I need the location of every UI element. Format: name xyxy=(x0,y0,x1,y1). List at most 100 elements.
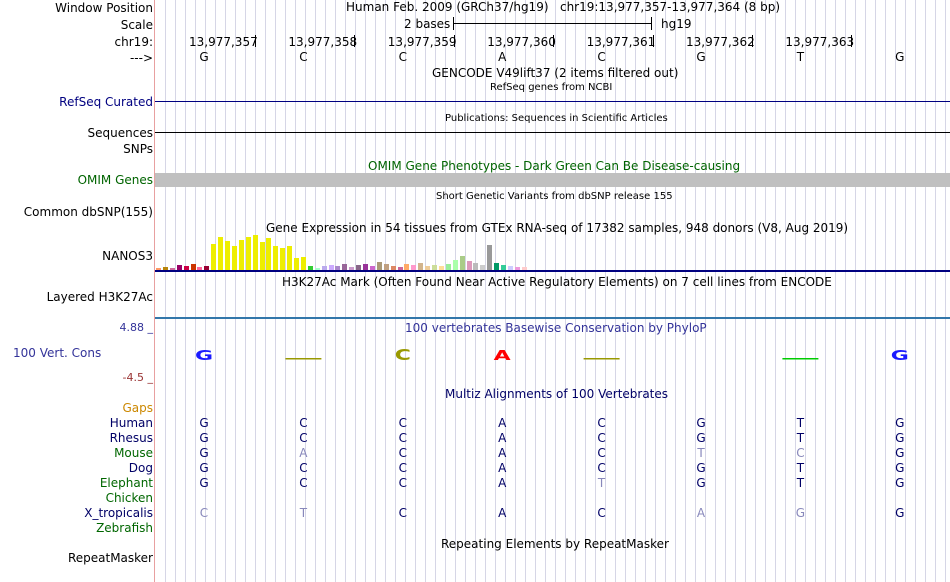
h3k27ac-label[interactable]: Layered H3K27Ac xyxy=(46,290,153,304)
sequences-label[interactable]: Sequences xyxy=(87,126,153,140)
species-label[interactable]: Dog xyxy=(128,461,153,475)
gtex-tissue-bar[interactable] xyxy=(176,265,182,270)
species-label[interactable]: Zebrafish xyxy=(96,521,153,535)
gtex-tissue-bar[interactable] xyxy=(294,258,299,270)
gtex-tissue-bar[interactable] xyxy=(321,266,327,270)
gtex-tissue-bar[interactable] xyxy=(459,256,465,270)
gtex-tissue-bar[interactable] xyxy=(273,246,279,270)
dbsnp-title[interactable]: Short Genetic Variants from dbSNP releas… xyxy=(436,191,673,202)
gtex-tissue-bar[interactable] xyxy=(507,266,513,270)
gtex-tissue-bar[interactable] xyxy=(266,238,272,270)
gtex-tissue-bar[interactable] xyxy=(328,265,334,270)
grid-line xyxy=(255,0,256,582)
gtex-tissue-bar[interactable] xyxy=(480,265,486,270)
gtex-tissue-bar[interactable] xyxy=(190,264,196,270)
gtex-tissue-bar[interactable] xyxy=(376,262,382,270)
gtex-tissue-bar[interactable] xyxy=(397,267,403,270)
gtex-tissue-bar[interactable] xyxy=(445,264,451,270)
gtex-tissue-bar[interactable] xyxy=(162,267,168,270)
gencode-title[interactable]: GENCODE V49lift37 (2 items filtered out) xyxy=(432,66,679,80)
dbsnp-label[interactable]: Common dbSNP(155) xyxy=(23,205,153,219)
gtex-tissue-bar[interactable] xyxy=(335,266,341,270)
gtex-tissue-bar[interactable] xyxy=(238,240,244,270)
gtex-tissue-bar[interactable] xyxy=(404,264,410,270)
species-label[interactable]: Human xyxy=(109,416,153,430)
snps-label[interactable]: SNPs xyxy=(123,142,153,156)
alignment-base: G xyxy=(895,416,905,430)
gtex-tissue-bar[interactable] xyxy=(369,266,375,270)
refseq-label[interactable]: RefSeq Curated xyxy=(59,95,153,109)
gtex-tissue-bar[interactable] xyxy=(349,267,355,270)
gtex-tissue-bar[interactable] xyxy=(425,266,431,270)
gtex-tissue-bar[interactable] xyxy=(363,264,368,270)
omim-title[interactable]: OMIM Gene Phenotypes - Dark Green Can Be… xyxy=(368,159,741,173)
alignment-base: G xyxy=(895,476,905,490)
species-label[interactable]: Rhesus xyxy=(109,431,153,445)
gtex-tissue-bar[interactable] xyxy=(245,237,251,270)
omim-label[interactable]: OMIM Genes xyxy=(77,173,153,187)
gtex-tissue-bar[interactable] xyxy=(231,246,237,270)
gtex-tissue-bar[interactable] xyxy=(466,261,472,270)
gtex-tissue-bar[interactable] xyxy=(156,268,161,270)
phylop-title[interactable]: 100 vertebrates Basewise Conservation by… xyxy=(405,321,707,335)
gtex-tissue-bar[interactable] xyxy=(452,260,458,270)
gtex-tissue-bar[interactable] xyxy=(501,265,506,270)
gtex-tissue-bar[interactable] xyxy=(300,257,306,270)
gtex-tissue-bar[interactable] xyxy=(356,265,362,270)
ruler-coordinate: 13,977,362 xyxy=(686,35,755,49)
alignment-base: T xyxy=(597,476,606,490)
species-label[interactable]: Chicken xyxy=(105,491,153,505)
gtex-tissue-bar[interactable] xyxy=(342,264,348,270)
gaps-label[interactable]: Gaps xyxy=(122,401,153,415)
gtex-tissue-bar[interactable] xyxy=(259,242,265,270)
repeatmasker-title[interactable]: Repeating Elements by RepeatMasker xyxy=(441,537,669,551)
gtex-tissue-bar[interactable] xyxy=(169,268,175,270)
gtex-tissue-bar[interactable] xyxy=(252,235,258,270)
gtex-tissue-bar[interactable] xyxy=(280,248,286,270)
gtex-tissue-bar[interactable] xyxy=(514,267,520,270)
gtex-tissue-bar[interactable] xyxy=(197,267,203,270)
refseq-title[interactable]: RefSeq genes from NCBI xyxy=(490,82,613,93)
phylop-letter: G xyxy=(195,348,213,363)
grid-line xyxy=(915,0,916,582)
alignment-base: T xyxy=(796,416,805,430)
gtex-tissue-bar[interactable] xyxy=(438,266,444,270)
gtex-tissue-bar[interactable] xyxy=(390,266,396,270)
multiz-title[interactable]: Multiz Alignments of 100 Vertebrates xyxy=(445,387,669,401)
gtex-label[interactable]: NANOS3 xyxy=(102,249,153,263)
gtex-tissue-bar[interactable] xyxy=(225,241,230,270)
gtex-tissue-bar[interactable] xyxy=(418,263,424,270)
gtex-tissue-bar[interactable] xyxy=(218,237,224,270)
gtex-tissue-bar[interactable] xyxy=(432,265,437,270)
repeatmasker-label[interactable]: RepeatMasker xyxy=(67,551,153,565)
ruler-tick xyxy=(453,35,455,47)
alignment-base: G xyxy=(199,431,209,445)
gtex-tissue-bar[interactable] xyxy=(411,265,417,270)
gtex-tissue-bar[interactable] xyxy=(494,263,500,270)
grid-line xyxy=(395,0,396,582)
publications-title[interactable]: Publications: Sequences in Scientific Ar… xyxy=(445,113,668,124)
gtex-tissue-bar[interactable] xyxy=(473,263,479,270)
species-label[interactable]: Mouse xyxy=(114,446,153,460)
gtex-tissue-bar[interactable] xyxy=(183,266,189,270)
gtex-tissue-bar[interactable] xyxy=(307,266,313,270)
gtex-tissue-bar[interactable] xyxy=(204,266,210,270)
h3k27ac-title[interactable]: H3K27Ac Mark (Often Found Near Active Re… xyxy=(282,275,832,289)
species-label[interactable]: Elephant xyxy=(99,476,153,490)
grid-line xyxy=(945,0,946,582)
gtex-tissue-bar[interactable] xyxy=(287,246,293,270)
alignment-base: A xyxy=(498,446,507,460)
gtex-tissue-bar[interactable] xyxy=(314,268,320,270)
grid-line xyxy=(495,0,496,582)
gtex-title[interactable]: Gene Expression in 54 tissues from GTEx … xyxy=(266,221,849,235)
gtex-tissue-bar[interactable] xyxy=(487,245,493,270)
gtex-tissue-bar[interactable] xyxy=(383,264,389,270)
gtex-tissue-bar[interactable] xyxy=(211,244,217,270)
gtex-tissue-bar[interactable] xyxy=(521,267,527,270)
alignment-base: C xyxy=(398,476,407,490)
grid-line xyxy=(325,0,326,582)
species-label[interactable]: X_tropicalis xyxy=(84,506,153,520)
omim-gene-bar[interactable] xyxy=(155,173,950,187)
phylop-label[interactable]: 100 Vert. Cons xyxy=(13,346,102,360)
